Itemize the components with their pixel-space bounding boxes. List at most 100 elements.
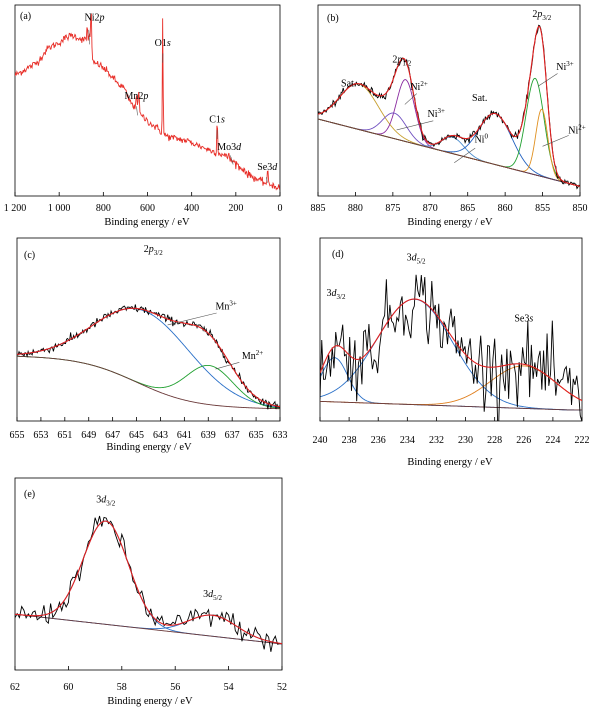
x-tick-label: 875	[385, 203, 400, 214]
annotation-leader	[167, 312, 217, 326]
x-tick-label: 870	[423, 203, 438, 214]
annotation-leader	[215, 362, 240, 370]
panel-label: (e)	[24, 489, 35, 500]
x-tick-label: 52	[277, 682, 287, 693]
fit-component-1	[17, 355, 280, 409]
annotation-se3s: Se3s	[514, 314, 533, 325]
raw-spectrum-line	[318, 24, 580, 190]
x-tick-label: 1 000	[48, 203, 71, 214]
x-axis-label: Binding energy / eV	[407, 457, 493, 468]
annotation-3d32: 3d3/2	[96, 494, 115, 507]
x-tick-label: 226	[516, 435, 531, 446]
background-line	[17, 355, 280, 410]
fit-envelope-line	[318, 25, 580, 187]
annotation-ni3plus_b: Ni3+	[556, 60, 574, 73]
annotation-3d52: 3d5/2	[203, 589, 222, 602]
annotation-mn2plus: Mn2+	[242, 349, 263, 362]
fit-component-1	[320, 298, 582, 411]
panel-label: (b)	[327, 13, 339, 24]
x-tick-label: 647	[105, 430, 120, 441]
plot-frame	[16, 237, 281, 422]
x-tick-label: 860	[498, 203, 513, 214]
x-tick-label: 238	[342, 435, 357, 446]
annotation-ni2p: Ni2p	[85, 13, 105, 24]
annotation-leader	[88, 29, 90, 45]
x-tick-label: 651	[57, 430, 72, 441]
panel-b: (b) Binding energy / eV 885 880 875 870 865 8…	[311, 4, 588, 228]
annotation-3d52: 3d5/2	[407, 252, 426, 265]
annotation-c1s: C1s	[209, 115, 225, 126]
x-tick-label: 54	[224, 682, 234, 693]
panel-label: (d)	[332, 249, 344, 260]
x-tick-label: 855	[535, 203, 550, 214]
annotation-sat1: Sat.	[341, 78, 356, 89]
fit-envelope-line	[17, 307, 280, 408]
annotation-ni3plus_a: Ni3+	[428, 107, 446, 120]
x-tick-label: 230	[458, 435, 473, 446]
annotation-leader	[537, 73, 558, 87]
x-tick-label: 0	[278, 203, 283, 214]
fit-component-0	[17, 308, 280, 408]
x-tick-label: 56	[170, 682, 180, 693]
plot-area	[15, 13, 280, 191]
annotation-mn2p: Mn2p	[125, 91, 149, 102]
x-tick-label: 639	[201, 430, 216, 441]
background-line	[320, 400, 582, 411]
x-tick-label: 885	[311, 203, 326, 214]
annotation-2p12: 2p1/2	[392, 55, 411, 68]
x-axis-label: Binding energy / eV	[106, 442, 192, 453]
x-tick-label: 635	[249, 430, 264, 441]
plot-area	[320, 274, 582, 421]
raw-spectrum-line	[17, 304, 280, 410]
x-tick-label: 58	[117, 682, 127, 693]
x-tick-label: 649	[81, 430, 96, 441]
annotation-se3d: Se3d	[257, 162, 278, 173]
x-tick-label: 633	[273, 430, 288, 441]
raw-spectrum-line	[320, 274, 582, 421]
x-tick-label: 655	[10, 430, 25, 441]
fit-envelope-line	[15, 520, 282, 645]
panel-c: (c) Binding energy / eV 655 653 651 649 647 6…	[10, 237, 288, 453]
plot-frame	[319, 237, 583, 422]
x-tick-label: 653	[33, 430, 48, 441]
fit-component-5	[318, 77, 580, 187]
x-tick-label: 228	[487, 435, 502, 446]
annotation-mn3plus: Mn3+	[216, 300, 237, 313]
panel-label: (c)	[24, 250, 35, 261]
annotation-ni0: Ni0	[474, 133, 488, 146]
x-tick-label: 865	[460, 203, 475, 214]
x-tick-label: 62	[10, 682, 20, 693]
annotation-2p32: 2p3/2	[532, 9, 551, 22]
fit-envelope-line	[320, 298, 582, 402]
annotation-leader	[136, 106, 138, 116]
x-tick-label: 234	[400, 435, 415, 446]
plot-area	[318, 24, 580, 190]
x-tick-label: 645	[129, 430, 144, 441]
x-tick-label: 240	[313, 435, 328, 446]
plot-area	[17, 304, 280, 410]
x-tick-label: 880	[348, 203, 363, 214]
x-tick-label: 60	[63, 682, 73, 693]
annotation-leader	[230, 155, 234, 165]
survey-spectrum-line	[15, 13, 280, 191]
x-tick-label: 232	[429, 435, 444, 446]
background-line	[318, 118, 580, 187]
x-tick-label: 200	[228, 203, 243, 214]
annotation-leader	[542, 135, 569, 147]
annotation-ni2plus_a: Ni2+	[410, 80, 428, 93]
x-tick-label: 1 200	[4, 203, 27, 214]
panel-label: (a)	[20, 11, 31, 22]
annotation-2p32: 2p3/2	[144, 244, 163, 257]
x-tick-label: 637	[225, 430, 240, 441]
annotation-ni2plus_b: Ni2+	[568, 124, 586, 137]
annotation-o1s: O1s	[155, 38, 171, 49]
background-line	[15, 613, 282, 645]
annotation-leader	[404, 93, 418, 105]
x-tick-label: 643	[153, 430, 168, 441]
x-tick-label: 600	[140, 203, 155, 214]
plot-area	[15, 515, 282, 652]
panel-a: (a) Binding energy / eV 1 200 1 000 800 600…	[4, 4, 283, 228]
x-tick-label: 641	[177, 430, 192, 441]
annotation-leader	[396, 120, 434, 131]
